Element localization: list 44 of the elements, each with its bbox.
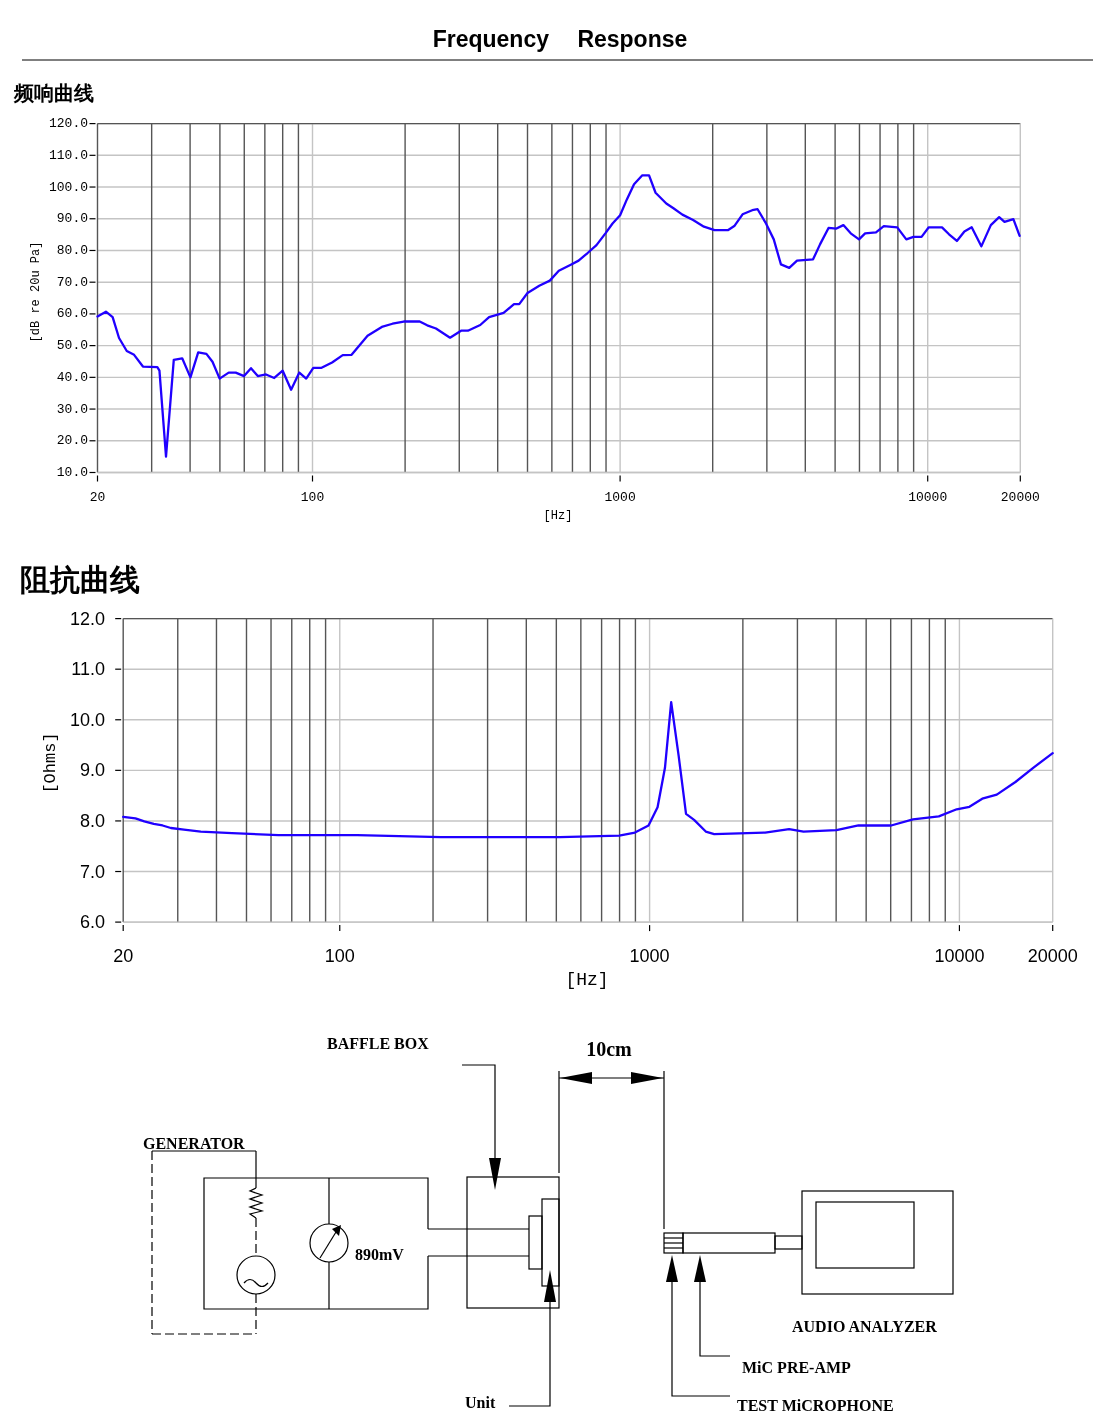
- y-axis-title: [dB re 20u Pa]: [29, 241, 43, 343]
- x-tick-label: 100: [300, 489, 325, 505]
- text: 890mV: [355, 1246, 405, 1263]
- x-tick-label: 100: [324, 946, 355, 966]
- y-tick-label: 30.0: [56, 401, 88, 417]
- y-tick-label: 110.0: [48, 147, 88, 163]
- x-axis-title: [Hz]: [565, 970, 609, 990]
- y-axis-title: [Ohms]: [40, 732, 60, 794]
- y-tick-label: 120.0: [48, 116, 88, 132]
- y-tick-label: 12.0: [69, 608, 105, 629]
- text: TEST MiCROPHONE: [737, 1397, 894, 1414]
- chart-title: Frequency Response: [432, 26, 688, 52]
- y-tick-label: 9.0: [79, 760, 105, 781]
- y-tick-label: 10.0: [56, 465, 88, 480]
- y-tick-label: 50.0: [56, 338, 88, 354]
- x-tick-label: 20000: [1000, 489, 1040, 505]
- y-tick-label: 70.0: [56, 274, 88, 290]
- text: AUDIO ANALYZER: [792, 1318, 938, 1335]
- text: 10cm: [586, 1038, 633, 1060]
- x-tick-label: 20: [113, 946, 134, 966]
- y-tick-label: 8.0: [79, 810, 105, 831]
- y-tick-label: 10.0: [69, 709, 105, 730]
- x-tick-label: 20: [89, 489, 106, 505]
- text: BAFFLE BOX: [327, 1035, 430, 1052]
- text: Unit: [465, 1394, 496, 1411]
- y-tick-label: 11.0: [71, 659, 105, 680]
- text: MiC PRE-AMP: [742, 1359, 852, 1376]
- x-tick-label: 10000: [934, 946, 985, 966]
- y-tick-label: 80.0: [56, 242, 88, 258]
- y-tick-label: 7.0: [79, 861, 105, 882]
- x-axis-title: [Hz]: [543, 509, 573, 523]
- y-tick-label: 60.0: [56, 306, 88, 322]
- x-tick-label: 10000: [908, 489, 948, 505]
- x-tick-label: 20000: [1027, 946, 1078, 966]
- text: GENERATOR: [143, 1135, 246, 1152]
- chart-subtitle: 频响曲线: [13, 82, 94, 104]
- y-tick-label: 40.0: [56, 369, 88, 385]
- y-tick-label: 20.0: [56, 433, 88, 449]
- y-tick-label: 100.0: [48, 179, 88, 195]
- x-tick-label: 1000: [604, 489, 636, 505]
- chart-title: 阻抗曲线: [20, 563, 140, 596]
- y-tick-label: 90.0: [56, 211, 88, 227]
- x-tick-label: 1000: [629, 946, 670, 966]
- y-tick-label: 6.0: [79, 912, 105, 933]
